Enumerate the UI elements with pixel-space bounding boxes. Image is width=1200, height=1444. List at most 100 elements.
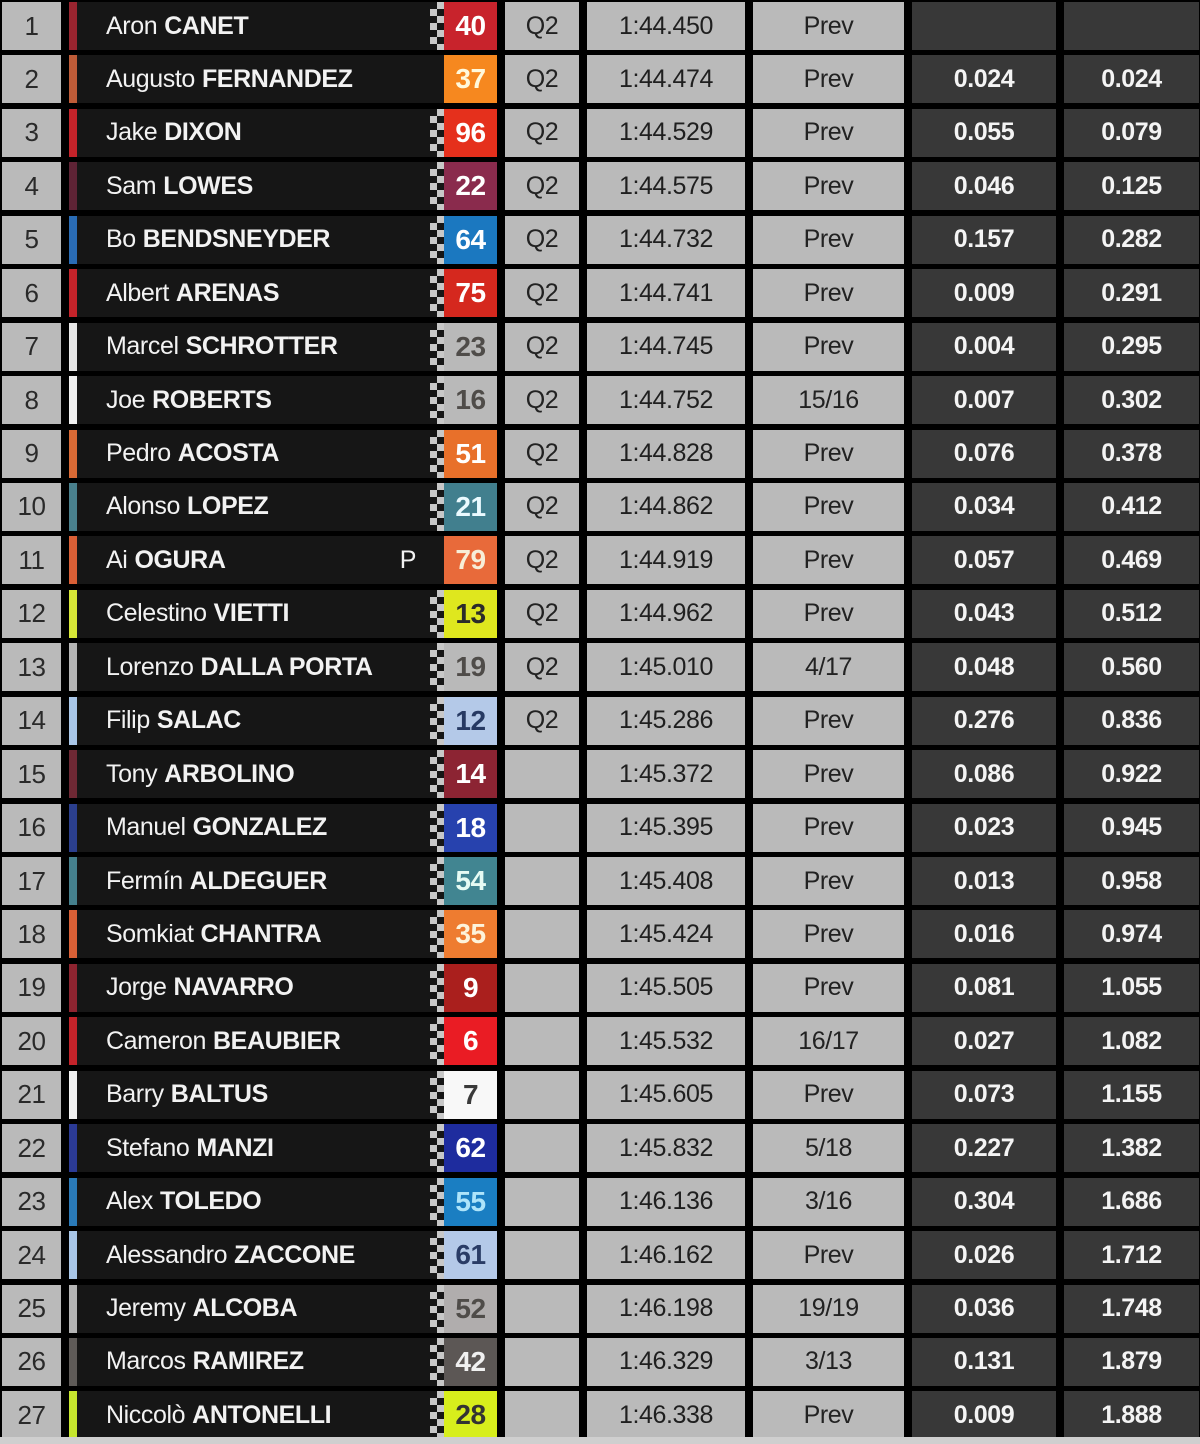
rider-cell[interactable]: Alonso LOPEZ 21 [69, 482, 497, 531]
lap-cell: 5/18 [753, 1124, 904, 1173]
laptime-cell: 1:44.862 [587, 482, 745, 531]
rider-cell[interactable]: Aron CANET 40 [69, 2, 497, 50]
gap-previous-cell: 0.131 [912, 1337, 1056, 1386]
team-color-stripe [69, 696, 77, 745]
position-cell: 26 [2, 1337, 61, 1386]
rider-number-box: 23 [444, 322, 497, 371]
rider-first-name: Augusto [106, 64, 195, 93]
rider-cell[interactable]: Augusto FERNANDEZ 37 [69, 55, 497, 104]
rider-cell[interactable]: Jorge NAVARRO 9 [69, 963, 497, 1012]
rider-first-name: Marcel [106, 332, 179, 361]
rider-name: Joe ROBERTS [77, 386, 416, 415]
rider-cell[interactable]: Filip SALAC 12 [69, 696, 497, 745]
laptime-cell: 1:45.832 [587, 1124, 745, 1173]
session-cell: Q2 [505, 55, 579, 104]
lap-cell: Prev [753, 108, 904, 157]
checkered-flag-strip [430, 1231, 444, 1280]
rider-cell[interactable]: Alessandro ZACCONE 61 [69, 1231, 497, 1280]
lap-cell: Prev [753, 162, 904, 211]
rider-cell[interactable]: Marcos RAMIREZ 42 [69, 1337, 497, 1386]
rider-cell[interactable]: Niccolò ANTONELLI 28 [69, 1391, 497, 1440]
rider-name: Celestino VIETTI [77, 599, 416, 628]
rider-number: 40 [455, 10, 486, 41]
rider-last-name: LOWES [163, 171, 253, 200]
position-cell: 2 [2, 55, 61, 104]
rider-cell[interactable]: Stefano MANZI 62 [69, 1124, 497, 1173]
rider-last-name: ALCOBA [192, 1294, 298, 1322]
rider-cell[interactable]: Alex TOLEDO 55 [69, 1177, 497, 1226]
position-number: 27 [17, 1399, 46, 1430]
rider-cell[interactable]: Manuel GONZALEZ 18 [69, 803, 497, 852]
rider-number-box: 42 [444, 1337, 497, 1386]
rider-last-name: NAVARRO [173, 973, 294, 1002]
session-cell [505, 1177, 579, 1226]
rider-number: 22 [455, 170, 486, 202]
gap-previous-cell: 0.023 [912, 803, 1056, 852]
laptime-cell: 1:44.575 [587, 162, 745, 211]
rider-cell[interactable]: Pedro ACOSTA 51 [69, 429, 497, 478]
table-row: 20 Cameron BEAUBIER 6 1:45.532 16/17 0.02… [2, 1017, 1199, 1066]
session-cell [505, 1070, 579, 1119]
position-cell: 6 [2, 269, 61, 318]
rider-cell[interactable]: Lorenzo DALLA PORTA 19 [69, 643, 497, 692]
gap-first-cell: 0.469 [1064, 536, 1199, 585]
checkered-flag-strip [430, 482, 444, 531]
table-row: 14 Filip SALAC 12 Q2 1:45.286 Prev 0.276 … [2, 696, 1199, 745]
team-color-stripe [69, 322, 77, 371]
lap-cell: Prev [753, 1070, 904, 1119]
checkered-flag-strip [430, 1017, 444, 1066]
rider-last-name: ZACCONE [234, 1240, 355, 1269]
rider-number-box: 96 [444, 108, 497, 157]
position-number: 7 [24, 331, 39, 362]
rider-last-name: CANET [164, 11, 249, 40]
position-number: 23 [17, 1186, 46, 1217]
rider-number: 19 [455, 651, 486, 683]
checkered-flag-strip [430, 1391, 444, 1440]
rider-cell[interactable]: Ai OGURA P 79 [69, 536, 497, 585]
rider-cell[interactable]: Somkiat CHANTRA 35 [69, 910, 497, 959]
gap-previous-cell: 0.076 [912, 429, 1056, 478]
rider-cell[interactable]: Albert ARENAS 75 [69, 269, 497, 318]
gap-previous-cell: 0.043 [912, 589, 1056, 638]
rider-cell[interactable]: Bo BENDSNEYDER 64 [69, 215, 497, 264]
position-cell: 3 [2, 108, 61, 157]
rider-name: Jeremy ALCOBA [77, 1294, 416, 1323]
position-number: 16 [17, 812, 46, 843]
rider-cell[interactable]: Jeremy ALCOBA 52 [69, 1284, 497, 1333]
gap-first-cell: 1.055 [1064, 963, 1199, 1012]
laptime-cell: 1:44.450 [587, 2, 745, 50]
table-row: 18 Somkiat CHANTRA 35 1:45.424 Prev 0.016… [2, 910, 1199, 959]
gap-first-cell: 1.686 [1064, 1177, 1199, 1226]
rider-first-name: Bo [106, 225, 136, 254]
rider-first-name: Stefano [106, 1133, 190, 1162]
rider-cell[interactable]: Marcel SCHROTTER 23 [69, 322, 497, 371]
rider-number-box: 61 [444, 1231, 497, 1280]
rider-number-box: 35 [444, 910, 497, 959]
footer-strip [0, 1437, 1200, 1444]
rider-last-name: LOPEZ [187, 492, 269, 521]
rider-last-name: ALDEGUER [189, 866, 327, 895]
position-cell: 10 [2, 482, 61, 531]
session-cell [505, 910, 579, 959]
rider-cell[interactable]: Tony ARBOLINO 14 [69, 750, 497, 799]
position-cell: 9 [2, 429, 61, 478]
rider-cell[interactable]: Joe ROBERTS 16 [69, 376, 497, 425]
rider-first-name: Manuel [106, 813, 186, 842]
rider-number-box: 75 [444, 269, 497, 318]
position-cell: 17 [2, 857, 61, 905]
rider-name: Pedro ACOSTA [77, 439, 416, 468]
lap-cell: Prev [753, 910, 904, 959]
table-row: 22 Stefano MANZI 62 1:45.832 5/18 0.227 1… [2, 1124, 1199, 1173]
rider-cell[interactable]: Fermín ALDEGUER 54 [69, 857, 497, 905]
rider-cell[interactable]: Celestino VIETTI 13 [69, 589, 497, 638]
rider-cell[interactable]: Sam LOWES 22 [69, 162, 497, 211]
team-color-stripe [69, 2, 77, 50]
position-cell: 22 [2, 1124, 61, 1173]
rider-name: Somkiat CHANTRA [77, 920, 416, 949]
rider-cell[interactable]: Barry BALTUS 7 [69, 1070, 497, 1119]
rider-number-box: 79 [444, 536, 497, 585]
rider-cell[interactable]: Jake DIXON 96 [69, 108, 497, 157]
table-row: 13 Lorenzo DALLA PORTA 19 Q2 1:45.010 4/1… [2, 643, 1199, 692]
rider-last-name: SALAC [156, 706, 242, 735]
rider-cell[interactable]: Cameron BEAUBIER 6 [69, 1017, 497, 1066]
